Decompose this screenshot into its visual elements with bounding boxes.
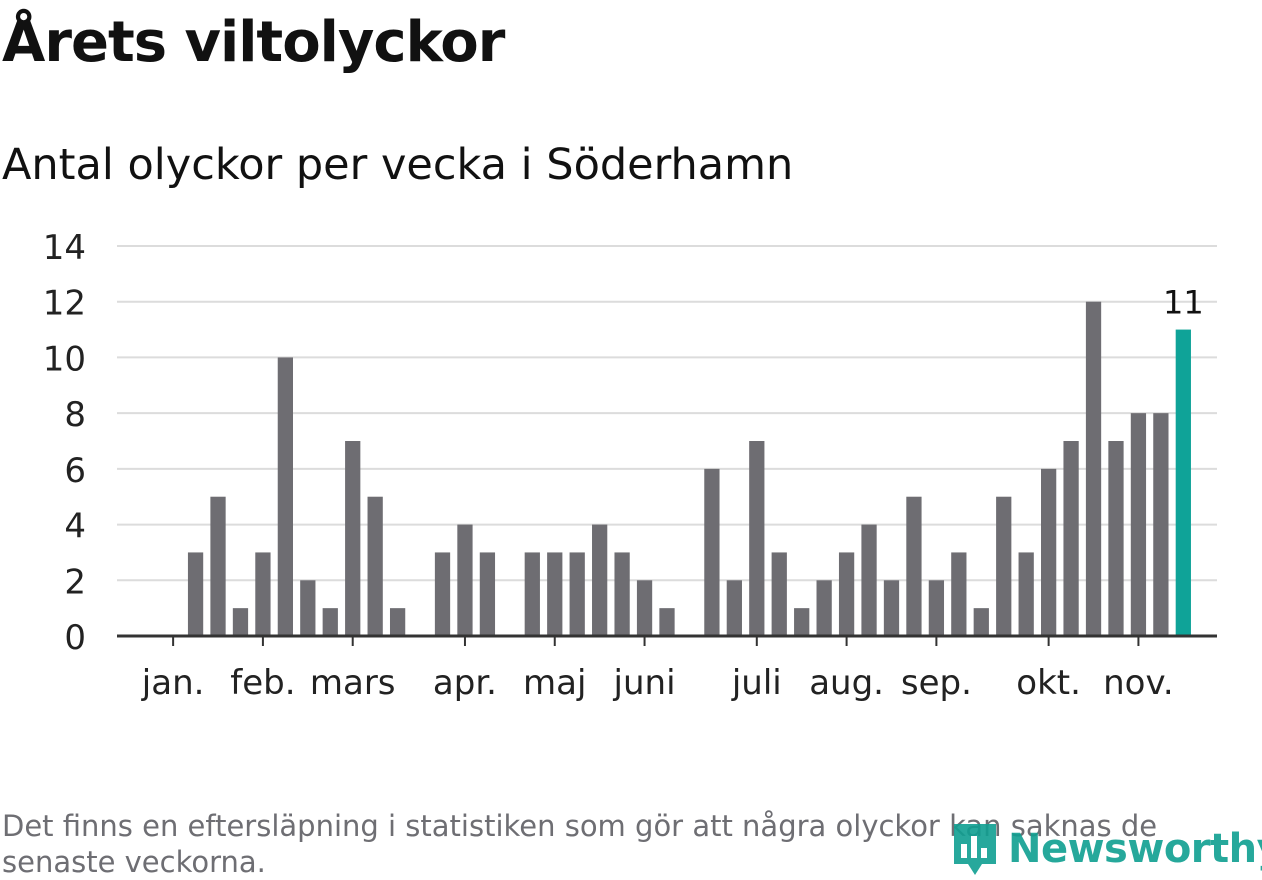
bar — [996, 496, 1012, 636]
bar — [232, 608, 249, 636]
bar — [524, 552, 540, 636]
bar — [1041, 468, 1057, 636]
bar — [1063, 441, 1079, 636]
bar — [592, 524, 608, 636]
bar — [861, 524, 877, 636]
x-tick-label: apr. — [433, 663, 497, 703]
x-tick-label: aug. — [809, 663, 884, 703]
brand-name: Newsworthy — [1008, 826, 1262, 872]
bar-chart-pin-icon — [954, 824, 996, 875]
bar — [726, 580, 742, 636]
data-label: 11 — [1163, 284, 1204, 322]
bar — [367, 496, 383, 636]
bar — [210, 496, 226, 636]
x-tick-label: nov. — [1103, 663, 1174, 703]
bar — [838, 552, 855, 636]
bar — [816, 580, 832, 636]
bar — [794, 608, 810, 636]
chart-title: Årets viltolyckor — [2, 10, 505, 75]
newsworthy-logo: Newsworthy — [950, 820, 1262, 878]
y-tick-label: 8 — [64, 395, 86, 435]
bar — [255, 552, 271, 636]
bar — [636, 580, 653, 636]
bar — [1108, 441, 1124, 636]
bar — [187, 552, 204, 636]
chart-subtitle: Antal olyckor per vecka i Söderhamn — [2, 140, 794, 190]
x-tick-label: maj — [523, 663, 586, 703]
bar — [322, 608, 338, 636]
bar — [1130, 413, 1147, 636]
bar — [479, 552, 496, 636]
y-tick-label: 12 — [43, 284, 86, 324]
y-tick-label: 10 — [43, 339, 86, 379]
y-tick-label: 6 — [64, 451, 86, 491]
bar — [457, 524, 473, 636]
bar — [547, 552, 563, 636]
bar — [1153, 413, 1169, 636]
bar — [345, 441, 361, 636]
y-tick-label: 14 — [43, 228, 86, 268]
bar — [749, 441, 765, 636]
bar — [569, 552, 585, 636]
x-tick-label: juli — [731, 663, 782, 703]
bar — [300, 580, 316, 636]
bar — [928, 580, 945, 636]
bar — [704, 468, 720, 636]
x-tick-label: feb. — [230, 663, 295, 703]
bar — [771, 552, 787, 636]
y-tick-label: 2 — [64, 562, 86, 602]
bar-chart: 0 2 4 6 8 10 12 14 11 jan. feb. mars apr. maj juni juli… — [43, 228, 1217, 703]
x-tick-label: mars — [310, 663, 396, 703]
bar — [951, 552, 967, 636]
bar — [906, 496, 922, 636]
x-tick-label: okt. — [1016, 663, 1081, 703]
bar — [389, 608, 406, 636]
bar — [973, 608, 989, 636]
x-tick-label: jan. — [141, 663, 205, 703]
bar — [434, 552, 451, 636]
bar — [1018, 552, 1034, 636]
bar — [659, 608, 675, 636]
y-tick-label: 0 — [64, 618, 86, 658]
bar — [1085, 301, 1102, 636]
x-tick-label: juni — [613, 663, 676, 703]
highlight-bar — [1175, 329, 1191, 636]
x-tick-label: sep. — [901, 663, 972, 703]
y-tick-label: 4 — [64, 507, 86, 547]
bar — [277, 357, 293, 636]
bar — [883, 580, 900, 636]
bar — [614, 552, 630, 636]
